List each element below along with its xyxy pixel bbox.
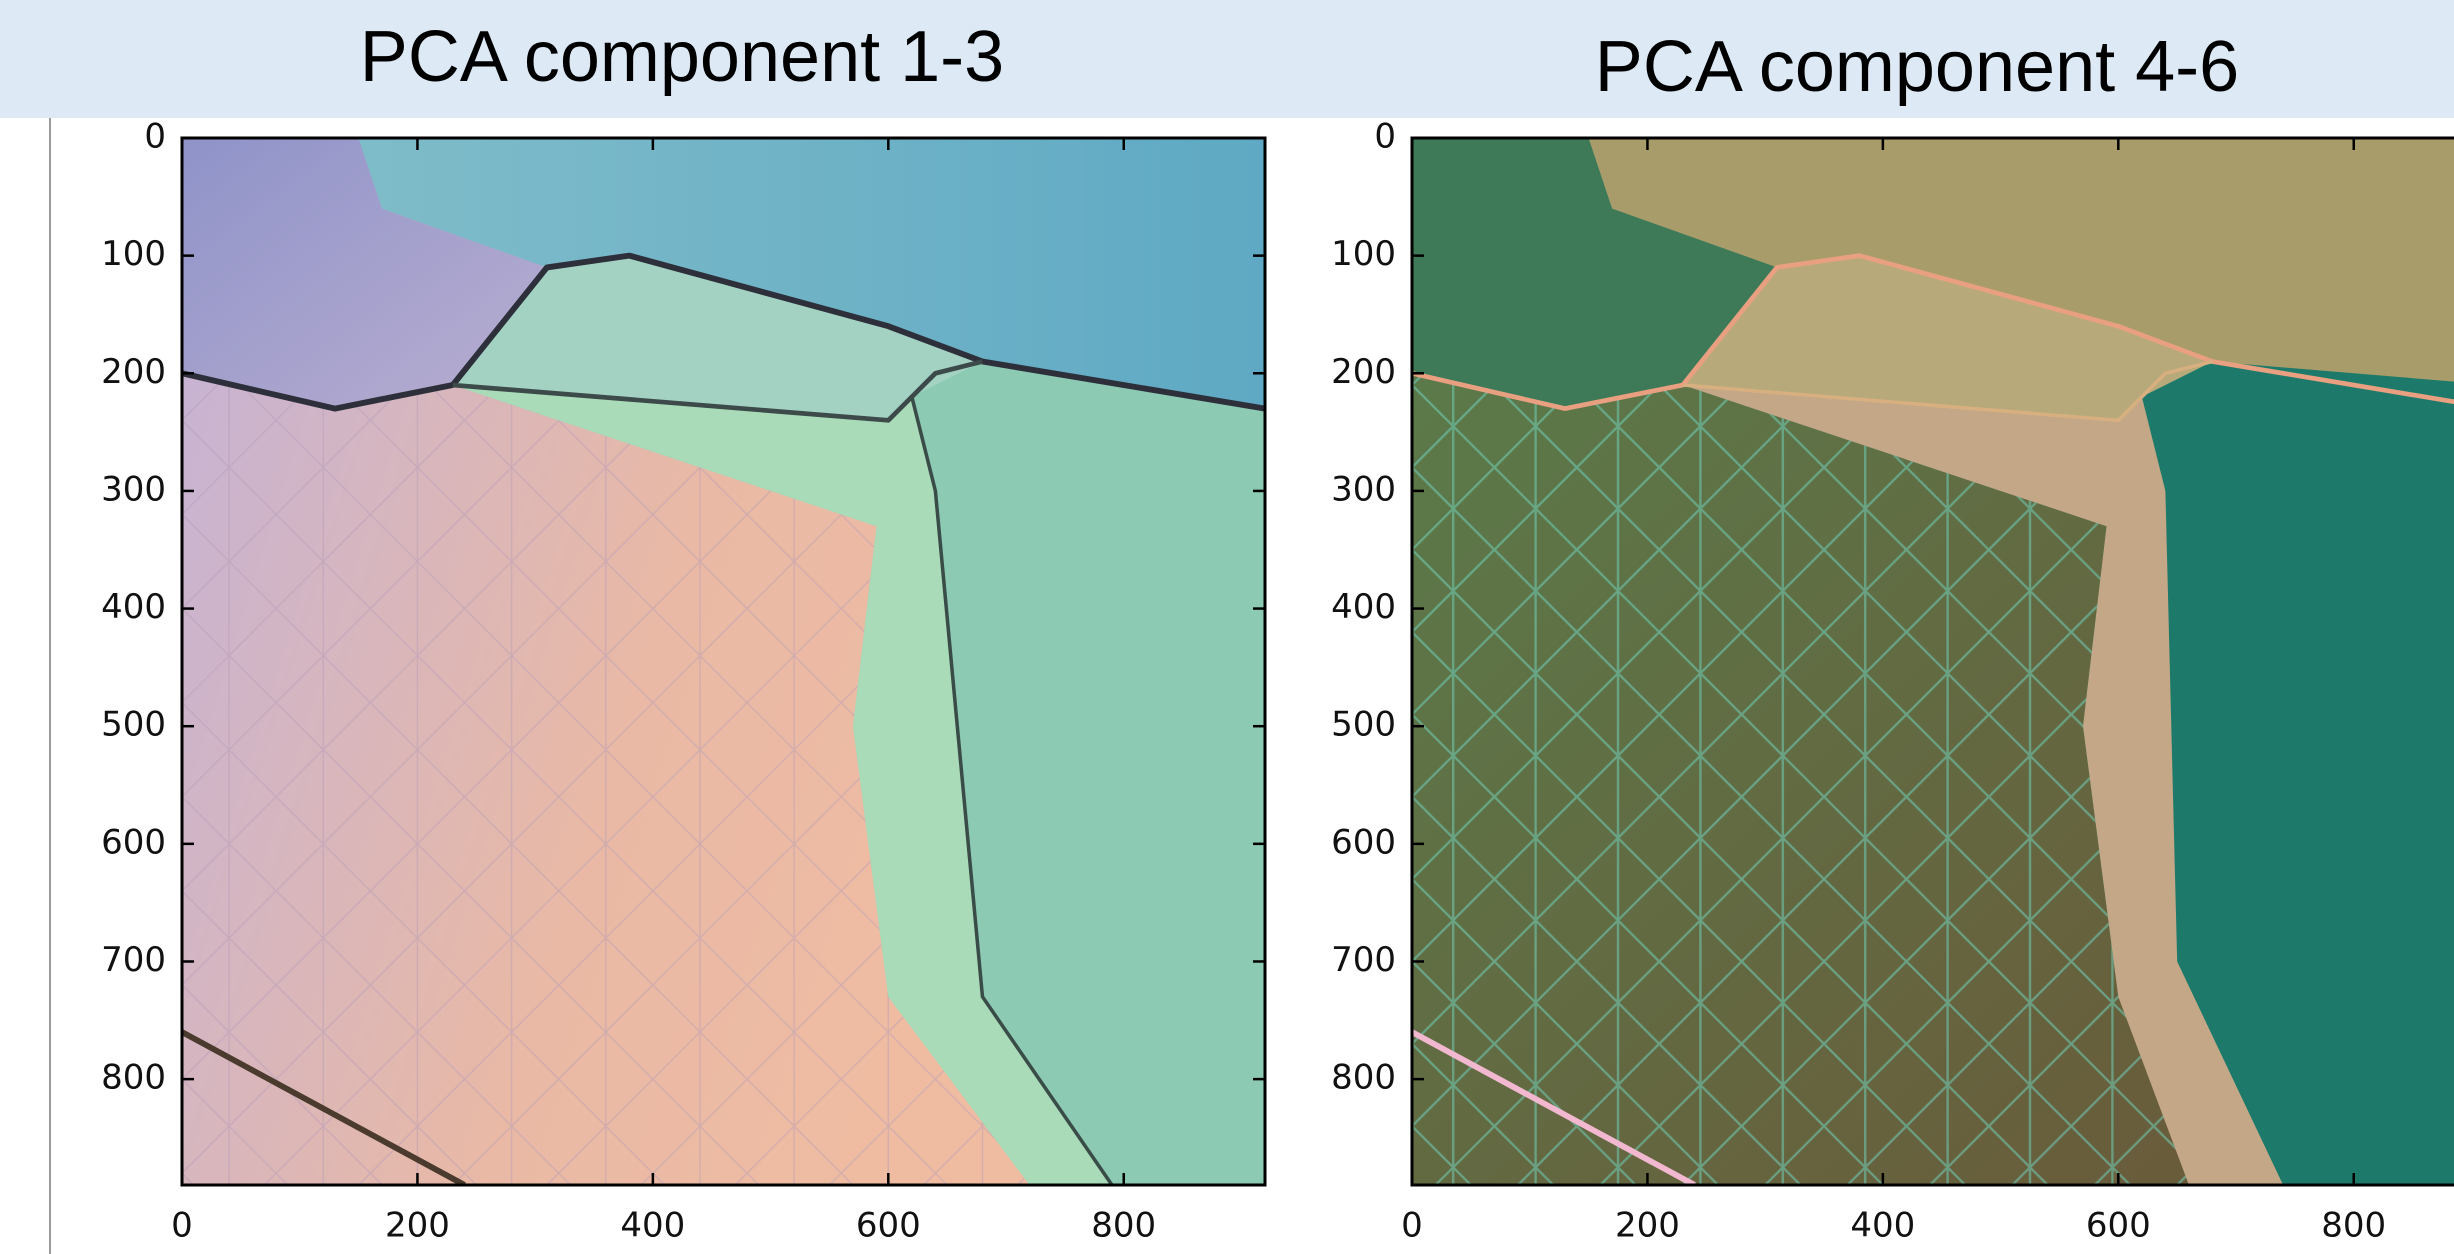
image-right [1412, 138, 2454, 1185]
y-tick-label: 300 [1331, 469, 1396, 509]
x-tick-label: 800 [1091, 1206, 1156, 1246]
y-tick-label: 200 [101, 352, 166, 392]
y-tick-label: 700 [1331, 940, 1396, 980]
y-tick-label: 400 [1331, 587, 1396, 627]
screen: PCA component 1-3 PCA component 4-6 0 100… [0, 0, 2454, 1254]
y-tick-label: 0 [1374, 117, 1396, 157]
y-tick-label: 600 [101, 822, 166, 862]
y-tick-label: 500 [1331, 705, 1396, 745]
y-tick-label: 400 [101, 587, 166, 627]
x-tick-label: 0 [1401, 1206, 1423, 1246]
x-tick-label: 600 [856, 1206, 921, 1246]
image-left [182, 138, 1265, 1185]
y-tick-label: 0 [144, 117, 166, 157]
y-tick-label: 100 [1331, 234, 1396, 274]
x-tick-label: 400 [1850, 1206, 1915, 1246]
x-tick-label: 800 [2321, 1206, 2386, 1246]
y-tick-label: 200 [1331, 352, 1396, 392]
y-tick-label: 600 [1331, 822, 1396, 862]
x-tick-label: 600 [2086, 1206, 2151, 1246]
y-tick-label: 700 [101, 940, 166, 980]
x-tick-label: 200 [1615, 1206, 1680, 1246]
chart-title: PCA component 4-6 [1595, 27, 2239, 107]
y-tick-label: 800 [1331, 1058, 1396, 1098]
x-tick-label: 0 [171, 1206, 193, 1246]
x-tick-label: 200 [385, 1206, 450, 1246]
y-tick-label: 100 [101, 234, 166, 274]
y-tick-label: 800 [101, 1058, 166, 1098]
x-tick-label: 400 [620, 1206, 685, 1246]
chart-title: PCA component 1-3 [360, 17, 1004, 97]
y-tick-label: 300 [101, 469, 166, 509]
y-tick-label: 500 [101, 705, 166, 745]
